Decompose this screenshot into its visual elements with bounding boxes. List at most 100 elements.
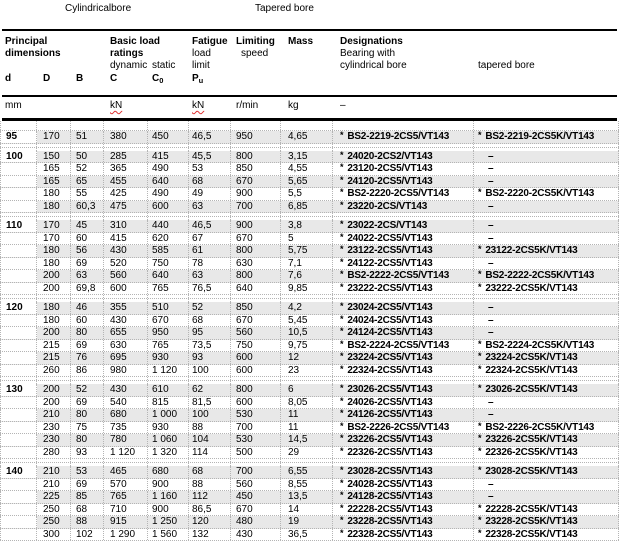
cell-speed: 670 [231, 503, 281, 515]
cell-Pu: 53 [189, 163, 231, 175]
header-basic-2: ratings [110, 48, 144, 59]
header-mass: Mass [288, 36, 314, 47]
table-row: 200 63 560 640 63 800 7,6 * BS2-2222-2CS5/VT143 *… [0, 270, 619, 283]
cell-Pu [189, 147, 231, 151]
rule-header-bottom [2, 118, 617, 121]
cell-Pu: 52 [189, 302, 231, 314]
cell-C0: 610 [148, 384, 189, 396]
cell-D: 260 [37, 364, 71, 376]
header-limiting-2: speed [241, 48, 269, 59]
cell-Pu: 68 [189, 466, 231, 478]
cell-C0: 600 [148, 200, 189, 212]
cell-C [104, 377, 148, 380]
cell-designation-tapered [474, 213, 619, 216]
cell-B [71, 143, 104, 147]
explorer-star-icon: * [478, 528, 482, 538]
cell-B: 75 [71, 421, 104, 433]
cell-d [0, 314, 37, 326]
cell-Pu: 61 [189, 245, 231, 257]
explorer-star-icon: * [478, 466, 482, 475]
cell-speed: 800 [231, 270, 281, 282]
cell-speed: 640 [231, 282, 281, 294]
cell-d: 95 [0, 131, 37, 143]
cell-mass [281, 213, 333, 216]
no-designation-dash: – [488, 220, 494, 231]
cell-C: 455 [104, 175, 148, 187]
table-row: 230 80 780 1 060 104 530 14,5 * 23226-2CS5/VT143… [0, 434, 619, 447]
cell-D: 200 [37, 270, 71, 282]
cell-mass: 19 [281, 516, 333, 528]
explorer-star-icon: * [340, 220, 344, 229]
cell-designation-tapered [474, 121, 619, 130]
cell-C: 380 [104, 131, 148, 143]
cell-designation-cylindrical: * 23028-2CS5/VT143 [333, 466, 474, 478]
cell-designation-tapered: – [474, 150, 619, 162]
cell-Pu: 100 [189, 409, 231, 421]
no-designation-dash: – [488, 163, 494, 174]
cell-mass [281, 295, 333, 298]
cell-B: 60 [71, 232, 104, 244]
cell-designation-cylindrical: * 24028-2CS5/VT143 [333, 478, 474, 490]
explorer-star-icon: * [340, 302, 344, 311]
cell-designation-tapered: – [474, 302, 619, 314]
cell-C [104, 217, 148, 220]
cell-C0: 950 [148, 327, 189, 339]
cell-B: 69 [71, 396, 104, 408]
cell-B: 86 [71, 364, 104, 376]
cell-d [0, 143, 37, 147]
cell-designation-tapered: * 23028-2CS5K/VT143 [474, 466, 619, 478]
table-row: 95 170 51 380 450 46,5 950 4,65 * BS2-2219-2CS5/V… [0, 131, 619, 144]
cell-mass: 8,05 [281, 396, 333, 408]
cell-speed [231, 217, 281, 220]
cell-D: 180 [37, 257, 71, 269]
cell-speed [231, 299, 281, 302]
cell-d [0, 163, 37, 175]
cell-C: 630 [104, 339, 148, 351]
cell-C: 520 [104, 257, 148, 269]
no-designation-dash: – [488, 175, 494, 187]
explorer-star-icon: * [340, 150, 344, 160]
cell-B [71, 217, 104, 220]
explorer-star-icon: * [478, 339, 482, 349]
cell-C [104, 459, 148, 462]
cell-D: 200 [37, 396, 71, 408]
table-row: 180 56 430 585 61 800 5,75 * 23122-2CS5/VT143 * 23… [0, 245, 619, 258]
cell-D: 180 [37, 314, 71, 326]
cell-designation-cylindrical: * 24124-2CS5/VT143 [333, 327, 474, 339]
cell-d: 140 [0, 466, 37, 478]
cell-Pu [189, 299, 231, 302]
cell-D [37, 147, 71, 151]
cell-Pu: 114 [189, 446, 231, 458]
explorer-star-icon: * [478, 282, 482, 292]
no-designation-dash: – [488, 409, 494, 420]
cell-designation-cylindrical: * 22326-2CS5/VT143 [333, 446, 474, 458]
cell-d [0, 421, 37, 433]
cell-designation-cylindrical: * BS2-2226-2CS5/VT143 [333, 421, 474, 433]
cell-D: 170 [37, 131, 71, 143]
cell-mass: 7,6 [281, 270, 333, 282]
table-row: 300 102 1 290 1 560 132 430 36,5 * 22328-2CS5/VT… [0, 528, 619, 541]
explorer-star-icon: * [478, 384, 482, 393]
no-designation-dash: – [488, 302, 494, 313]
cell-speed [231, 213, 281, 216]
cell-C0 [148, 377, 189, 380]
cell-mass [281, 463, 333, 466]
header-limiting-1: Limiting [236, 36, 275, 47]
cell-designation-cylindrical: * 23122-2CS5/VT143 [333, 245, 474, 257]
cell-designation-cylindrical: * 24122-2CS5/VT143 [333, 257, 474, 269]
cell-D: 210 [37, 409, 71, 421]
cell-B: 76 [71, 352, 104, 364]
cell-mass [281, 299, 333, 302]
cell-designation-tapered [474, 377, 619, 380]
cell-mass [281, 377, 333, 380]
cell-mass [281, 147, 333, 151]
cell-D: 170 [37, 220, 71, 232]
cell-B: 56 [71, 245, 104, 257]
cell-designation-tapered: – [474, 163, 619, 175]
cell-D: 210 [37, 478, 71, 490]
cell-designation-cylindrical: * 24024-2CS5/VT143 [333, 314, 474, 326]
no-designation-dash: – [488, 257, 494, 269]
unit-mass: kg [288, 100, 299, 111]
cell-B: 51 [71, 131, 104, 143]
header-principal-1: Principal [5, 36, 48, 47]
